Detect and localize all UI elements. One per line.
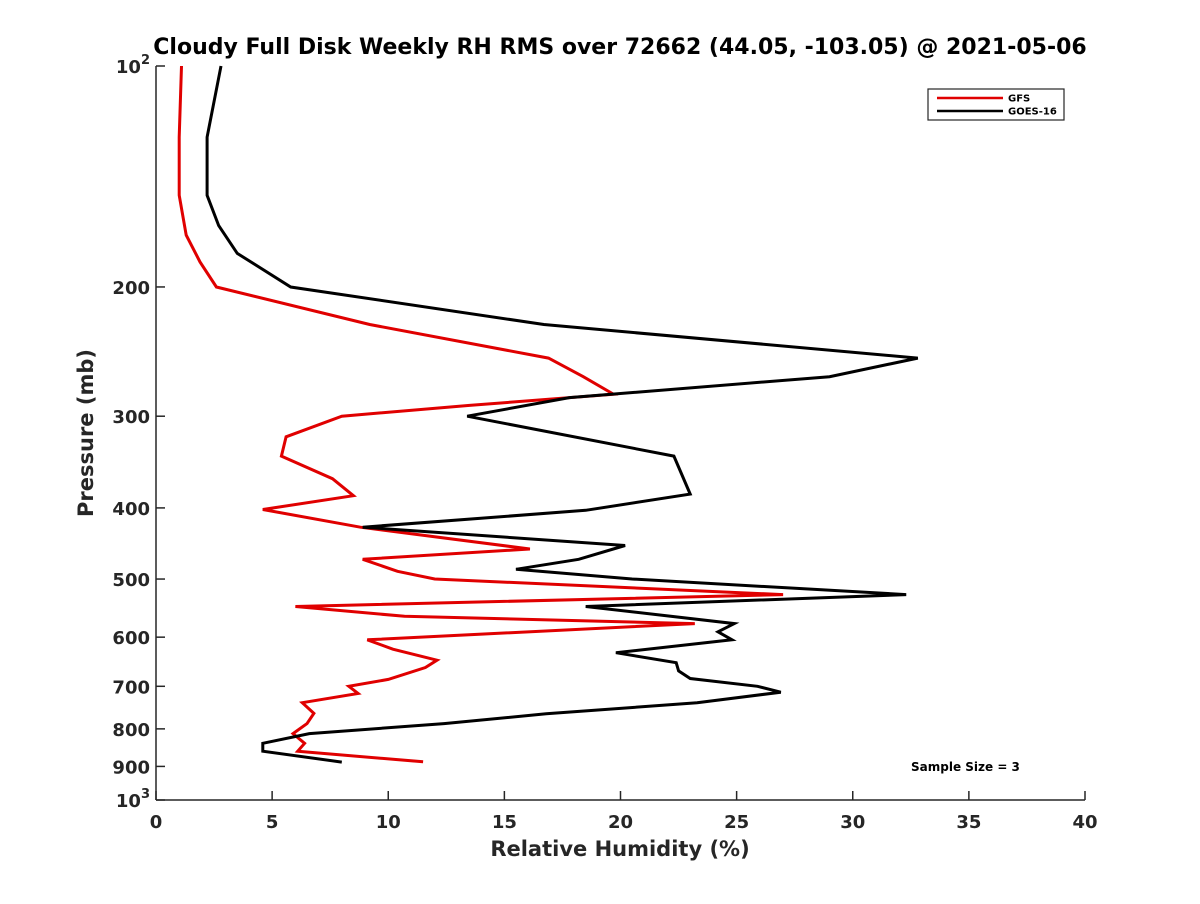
y-tick-label: 600 xyxy=(112,628,150,649)
y-tick-label: 500 xyxy=(112,570,150,591)
legend-label-gfs: GFS xyxy=(1008,94,1030,105)
x-tick-label: 10 xyxy=(376,812,401,833)
legend-box xyxy=(927,88,1065,121)
plot-area xyxy=(156,66,1085,800)
x-tick-label: 35 xyxy=(956,812,981,833)
chart-title: Cloudy Full Disk Weekly RH RMS over 7266… xyxy=(153,35,1086,60)
x-tick-label: 0 xyxy=(150,812,163,833)
x-tick-label: 40 xyxy=(1072,812,1097,833)
x-tick-label: 30 xyxy=(840,812,865,833)
x-tick-label: 25 xyxy=(724,812,749,833)
series-layer xyxy=(177,65,919,764)
y-tick-label: 400 xyxy=(112,499,150,520)
sample-size-annotation: Sample Size = 3 xyxy=(911,760,1020,774)
x-tick-label: 5 xyxy=(266,812,279,833)
y-tick-label: 102 xyxy=(116,53,150,78)
x-tick-label: 15 xyxy=(492,812,517,833)
y-tick-label: 900 xyxy=(112,757,150,778)
x-axis-label: Relative Humidity (%) xyxy=(490,837,749,861)
y-tick-label: 103 xyxy=(116,787,150,812)
y-tick-label: 200 xyxy=(112,278,150,299)
x-tick-label: 20 xyxy=(608,812,633,833)
y-ticks: 102 200 300 400 500 600 700 800 900 103 xyxy=(112,53,165,812)
legend-label-goes16: GOES-16 xyxy=(1008,107,1057,118)
y-tick-label: 300 xyxy=(112,407,150,428)
y-tick-label: 800 xyxy=(112,720,150,741)
y-axis-label: Pressure (mb) xyxy=(74,349,98,517)
x-ticks: 0 5 10 15 20 25 30 35 40 xyxy=(150,791,1098,833)
legend: GFS GOES-16 xyxy=(927,88,1065,121)
y-tick-label: 700 xyxy=(112,677,150,698)
series-line-goes-16 xyxy=(205,65,919,764)
series-line-gfs xyxy=(177,65,784,764)
